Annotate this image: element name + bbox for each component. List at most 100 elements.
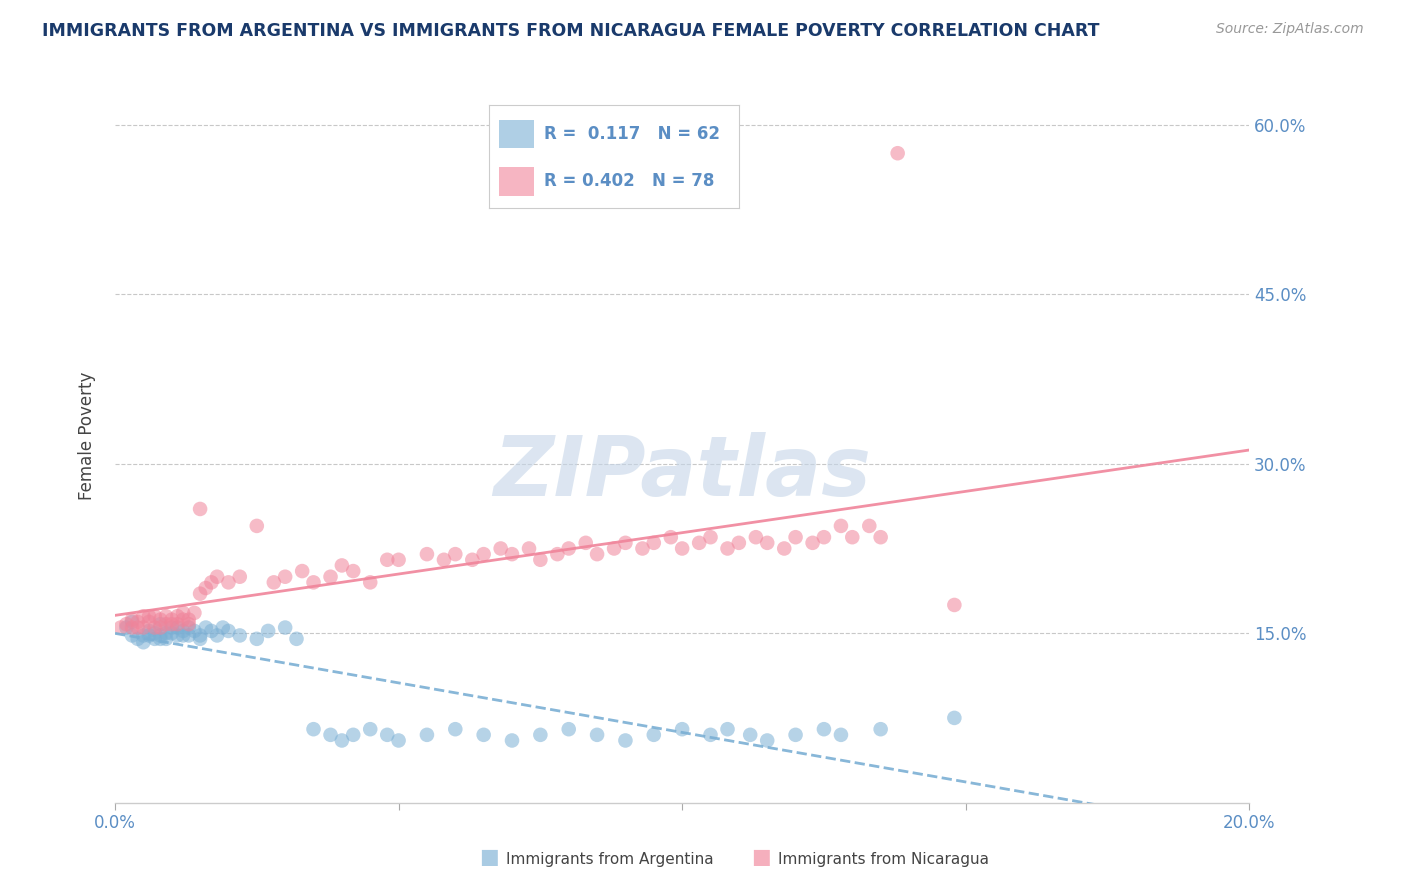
Point	[359, 722, 381, 736]
Point	[375, 553, 398, 567]
Point	[472, 547, 495, 561]
Point	[160, 626, 183, 640]
Point	[132, 621, 155, 635]
Point	[194, 621, 217, 635]
Point	[886, 146, 908, 161]
Point	[342, 564, 364, 578]
Point	[330, 558, 353, 573]
Point	[110, 621, 132, 635]
Text: IMMIGRANTS FROM ARGENTINA VS IMMIGRANTS FROM NICARAGUA FEMALE POVERTY CORRELATIO: IMMIGRANTS FROM ARGENTINA VS IMMIGRANTS …	[42, 22, 1099, 40]
Point	[172, 606, 194, 620]
Point	[773, 541, 796, 556]
Point	[813, 530, 835, 544]
Point	[177, 628, 200, 642]
Point	[801, 536, 824, 550]
Point	[177, 621, 200, 635]
Point	[688, 536, 710, 550]
Point	[200, 624, 222, 638]
Point	[943, 598, 966, 612]
Point	[375, 728, 398, 742]
Point	[274, 570, 297, 584]
Point	[246, 519, 269, 533]
Point	[138, 628, 160, 642]
Point	[132, 628, 155, 642]
Point	[138, 609, 160, 624]
Point	[659, 530, 682, 544]
Point	[716, 541, 738, 556]
Point	[830, 728, 852, 742]
Text: ■: ■	[751, 847, 770, 867]
Point	[246, 632, 269, 646]
Point	[172, 613, 194, 627]
Point	[461, 553, 484, 567]
Text: Immigrants from Argentina: Immigrants from Argentina	[506, 852, 714, 867]
Point	[472, 728, 495, 742]
Point	[229, 628, 252, 642]
Point	[517, 541, 540, 556]
Point	[671, 722, 693, 736]
Point	[172, 624, 194, 638]
Point	[166, 621, 188, 635]
Point	[143, 609, 166, 624]
Point	[603, 541, 626, 556]
Point	[444, 547, 467, 561]
Y-axis label: Female Poverty: Female Poverty	[79, 371, 96, 500]
Point	[132, 609, 155, 624]
Point	[183, 606, 205, 620]
Text: Source: ZipAtlas.com: Source: ZipAtlas.com	[1216, 22, 1364, 37]
Point	[614, 536, 637, 550]
Point	[416, 547, 439, 561]
Point	[127, 615, 149, 629]
Point	[149, 632, 172, 646]
Point	[217, 575, 239, 590]
Point	[143, 626, 166, 640]
Point	[263, 575, 285, 590]
Point	[160, 621, 183, 635]
Point	[813, 722, 835, 736]
Text: Immigrants from Nicaragua: Immigrants from Nicaragua	[778, 852, 988, 867]
Point	[529, 728, 551, 742]
Point	[785, 530, 807, 544]
Point	[387, 553, 409, 567]
Point	[586, 728, 609, 742]
Point	[342, 728, 364, 742]
Point	[138, 624, 160, 638]
Point	[274, 621, 297, 635]
Point	[205, 570, 228, 584]
Point	[229, 570, 252, 584]
Point	[943, 711, 966, 725]
Point	[200, 575, 222, 590]
Point	[143, 632, 166, 646]
Point	[586, 547, 609, 561]
Point	[830, 519, 852, 533]
Point	[285, 632, 308, 646]
Point	[121, 628, 143, 642]
Point	[575, 536, 598, 550]
Point	[155, 617, 177, 632]
Point	[302, 722, 325, 736]
Point	[155, 626, 177, 640]
Point	[188, 502, 211, 516]
Point	[149, 621, 172, 635]
Point	[172, 628, 194, 642]
Point	[756, 733, 779, 747]
Point	[160, 617, 183, 632]
Point	[869, 722, 891, 736]
Point	[330, 733, 353, 747]
Point	[166, 609, 188, 624]
Point	[257, 624, 280, 638]
Point	[149, 613, 172, 627]
Point	[166, 628, 188, 642]
Point	[869, 530, 891, 544]
Point	[643, 536, 665, 550]
Text: ■: ■	[479, 847, 499, 867]
Point	[319, 570, 342, 584]
Point	[546, 547, 568, 561]
Point	[160, 613, 183, 627]
Point	[177, 617, 200, 632]
Point	[529, 553, 551, 567]
Point	[699, 728, 721, 742]
Point	[614, 733, 637, 747]
Point	[756, 536, 779, 550]
Point	[716, 722, 738, 736]
